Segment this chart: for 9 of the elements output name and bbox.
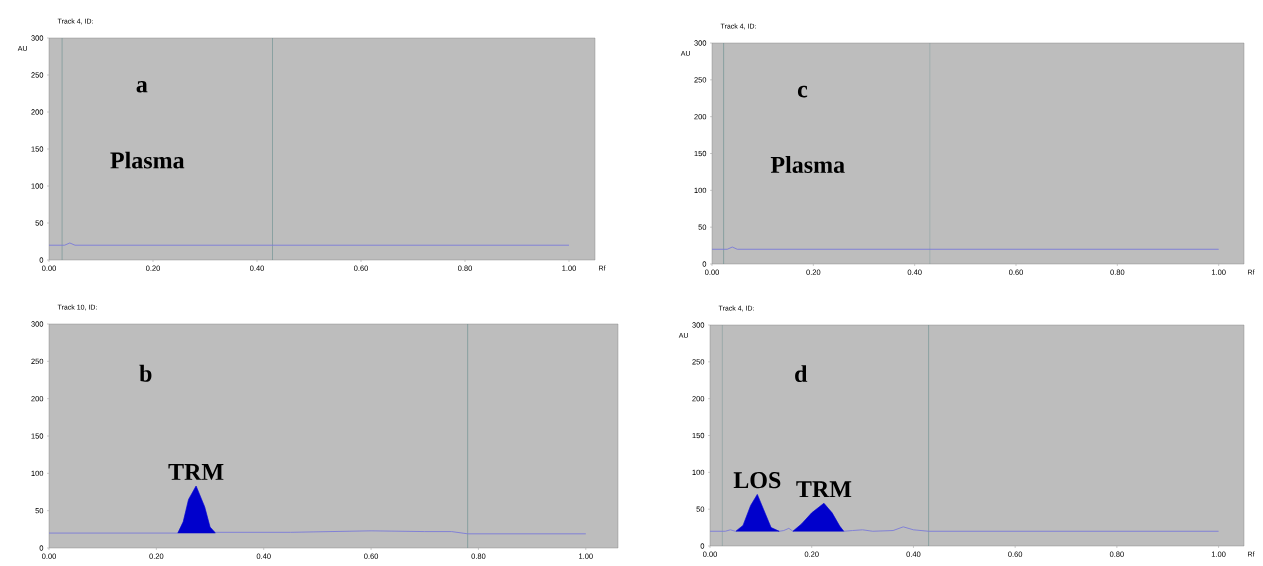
annotation: TRM [168,464,224,480]
annotation: Plasma [110,151,185,169]
annotation: LOS [733,472,781,489]
annotation: Plasma [770,156,845,173]
annotation: c [797,85,808,98]
annotation: TRM [796,481,852,498]
annotation: a [136,81,148,93]
annotation: b [139,364,152,382]
annotation: d [795,365,808,383]
